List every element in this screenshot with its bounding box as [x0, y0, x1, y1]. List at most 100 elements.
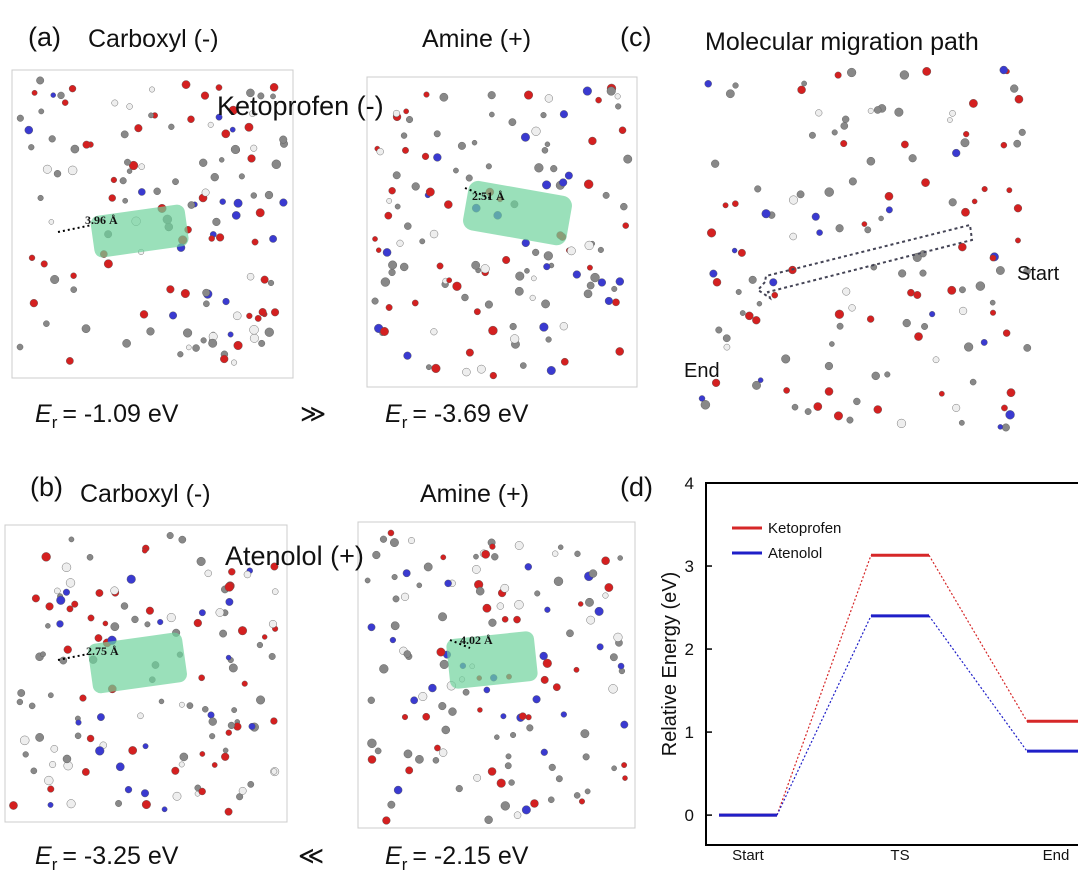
atom	[509, 780, 515, 786]
atom	[67, 606, 73, 612]
atom	[598, 279, 606, 287]
atom	[367, 739, 376, 748]
atom	[71, 145, 79, 153]
atom	[907, 289, 914, 296]
figure: 3.96 Å 2.51 Å 2.75 Å 4.02 Å (a) Carboxyl…	[0, 0, 1078, 870]
atom	[412, 183, 420, 191]
atom	[167, 532, 174, 539]
atom	[248, 155, 256, 163]
atom	[397, 240, 404, 247]
atom	[200, 751, 205, 756]
atom	[615, 94, 621, 100]
atom	[815, 110, 822, 117]
atom	[711, 160, 719, 168]
atom	[201, 338, 207, 344]
atom	[408, 537, 415, 544]
atom	[624, 155, 632, 163]
atom	[1014, 140, 1021, 147]
atom	[579, 799, 585, 805]
atom	[520, 362, 526, 368]
subscript: r	[52, 413, 58, 432]
atom	[380, 327, 388, 335]
atom	[505, 763, 511, 769]
atom	[933, 357, 939, 363]
atom	[244, 571, 251, 578]
atom	[234, 341, 243, 350]
atom	[146, 607, 154, 615]
atom	[842, 288, 850, 296]
atom	[177, 351, 183, 357]
atom	[62, 100, 68, 106]
atom	[584, 180, 593, 189]
atom	[550, 165, 557, 172]
atom	[388, 801, 395, 808]
atom	[424, 563, 432, 571]
atom	[701, 400, 710, 409]
atom	[471, 261, 479, 269]
symbol: E	[385, 400, 402, 428]
atom	[521, 133, 530, 142]
atom	[223, 748, 228, 753]
atom	[609, 684, 618, 693]
atom	[88, 615, 94, 621]
atom	[31, 768, 37, 774]
atom	[239, 787, 246, 794]
atom	[372, 551, 380, 559]
atom	[853, 398, 860, 405]
atom	[716, 327, 723, 334]
atom	[440, 93, 448, 101]
atom	[248, 781, 254, 787]
atom	[141, 789, 149, 797]
atom	[724, 344, 730, 350]
atom	[515, 541, 523, 549]
atom	[403, 569, 410, 576]
atom	[602, 557, 610, 565]
atom	[549, 764, 556, 771]
atom	[473, 554, 478, 559]
atom	[583, 754, 590, 761]
atom	[38, 195, 44, 201]
atom	[619, 127, 626, 134]
atom	[406, 116, 413, 123]
atom	[444, 201, 452, 209]
atom	[439, 749, 447, 757]
atom	[772, 292, 778, 298]
atom	[238, 626, 247, 635]
atom	[497, 779, 506, 788]
atom	[603, 593, 609, 599]
atom	[87, 554, 93, 560]
atom	[948, 286, 956, 294]
atom	[104, 260, 112, 268]
atom	[477, 707, 482, 712]
atom	[486, 164, 492, 170]
atom	[849, 178, 857, 186]
atom	[952, 404, 960, 412]
atom	[825, 387, 833, 395]
atom	[789, 196, 798, 205]
atom	[466, 175, 473, 182]
atom	[607, 87, 616, 96]
atom	[395, 204, 400, 209]
atom	[485, 301, 493, 309]
atom	[143, 743, 148, 748]
atom	[389, 269, 396, 276]
atom	[490, 544, 496, 550]
distance-label: 4.02 Å	[460, 633, 493, 647]
atom	[710, 270, 718, 278]
atom	[212, 762, 217, 767]
atom	[837, 323, 843, 329]
atom	[998, 424, 1003, 429]
atom	[269, 620, 277, 628]
atom	[1007, 389, 1015, 397]
atom	[419, 692, 427, 700]
atom	[497, 603, 504, 610]
atom	[847, 417, 853, 423]
atom	[234, 199, 242, 207]
atom	[428, 684, 436, 692]
atom	[733, 83, 739, 89]
panel-title: Carboxyl (-)	[80, 480, 211, 508]
atom	[585, 241, 594, 250]
atom	[591, 273, 600, 282]
atom	[754, 186, 761, 193]
atom	[219, 157, 224, 162]
